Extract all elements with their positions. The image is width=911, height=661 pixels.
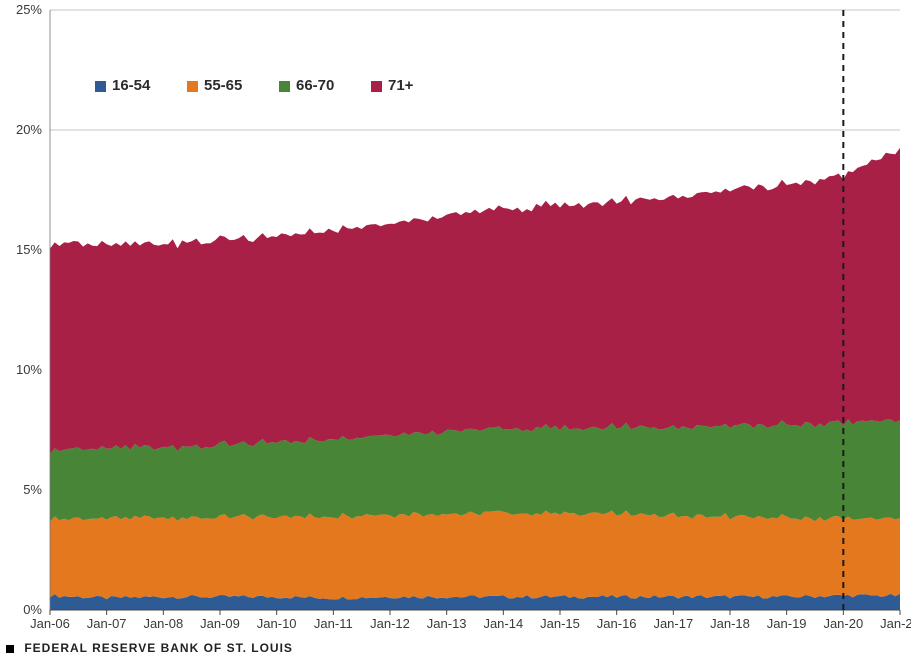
legend-swatch bbox=[95, 81, 106, 92]
y-axis-label: 25% bbox=[16, 2, 42, 17]
x-axis-label: Jan-14 bbox=[483, 616, 523, 631]
legend-label: 71+ bbox=[388, 77, 414, 94]
y-axis-label: 10% bbox=[16, 362, 42, 377]
x-axis-label: Jan-18 bbox=[710, 616, 750, 631]
y-axis-label: 15% bbox=[16, 242, 42, 257]
legend-swatch bbox=[279, 81, 290, 92]
x-axis-label: Jan-08 bbox=[143, 616, 183, 631]
x-axis-label: Jan-17 bbox=[653, 616, 693, 631]
legend-swatch bbox=[187, 81, 198, 92]
y-axis-label: 5% bbox=[23, 482, 42, 497]
chart-container: 0% 5% 10% 15% 20% 25% Jan-06 Jan-07 Jan-08 Jan-09… bbox=[0, 0, 911, 661]
x-axis-label: Jan-16 bbox=[597, 616, 637, 631]
x-axis-label: Jan-07 bbox=[87, 616, 127, 631]
legend-label: 55-65 bbox=[204, 77, 242, 94]
x-axis-label: Jan-06 bbox=[30, 616, 70, 631]
x-axis-label: Jan-15 bbox=[540, 616, 580, 631]
attribution-square-icon bbox=[6, 645, 14, 653]
legend-label: 66-70 bbox=[296, 77, 334, 94]
series-area bbox=[50, 510, 900, 599]
x-axis-label: Jan-20 bbox=[823, 616, 863, 631]
y-axis-label: 0% bbox=[23, 602, 42, 617]
legend-swatch bbox=[371, 81, 382, 92]
x-axis-label: Jan-12 bbox=[370, 616, 410, 631]
y-axis-label: 20% bbox=[16, 122, 42, 137]
x-axis-label: Jan-10 bbox=[257, 616, 297, 631]
x-axis-label: Jan-11 bbox=[314, 616, 353, 631]
attribution-text: FEDERAL RESERVE BANK OF ST. LOUIS bbox=[24, 641, 293, 655]
x-axis-label: Jan-19 bbox=[767, 616, 807, 631]
x-axis-label: Jan-21 bbox=[880, 616, 911, 631]
x-axis-label: Jan-13 bbox=[427, 616, 467, 631]
attribution: FEDERAL RESERVE BANK OF ST. LOUIS bbox=[6, 641, 293, 655]
x-axis-label: Jan-09 bbox=[200, 616, 240, 631]
stacked-area-chart: 0% 5% 10% 15% 20% 25% Jan-06 Jan-07 Jan-08 Jan-09… bbox=[0, 0, 911, 661]
legend-label: 16-54 bbox=[112, 77, 151, 94]
